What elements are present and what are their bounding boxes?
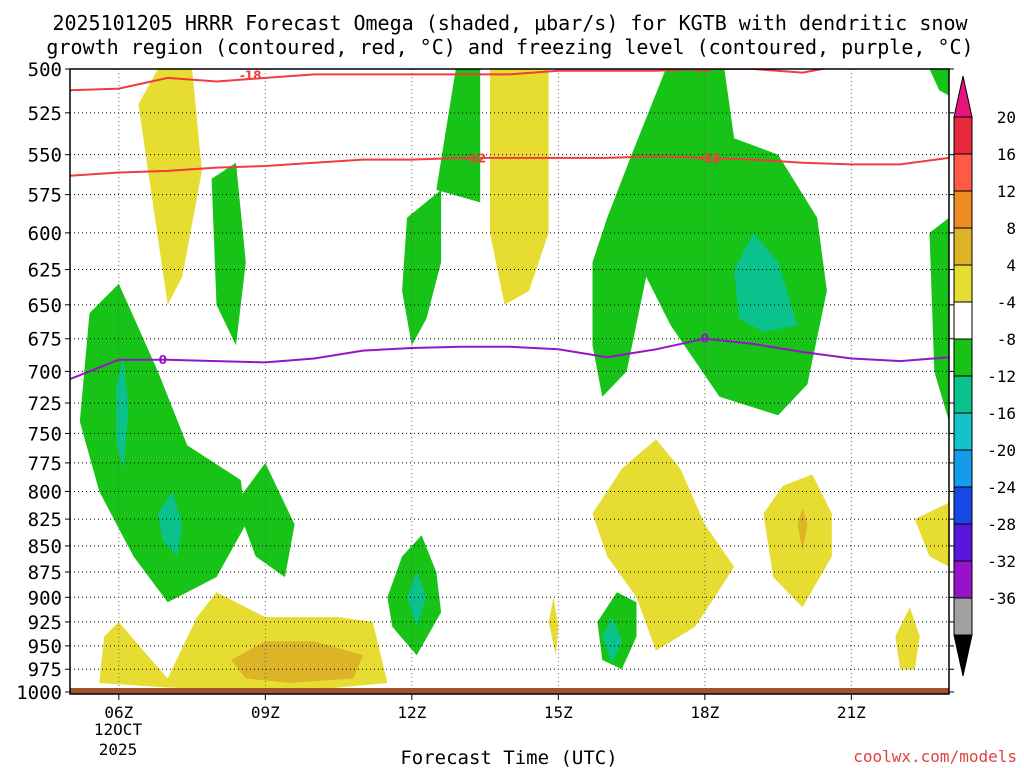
y-tick-label-675: 675: [28, 329, 62, 351]
y-tick-label-725: 725: [28, 393, 62, 415]
plot-frame: [69, 68, 950, 695]
colorbar-label-6: -8: [997, 330, 1016, 349]
contour-freezing-level: [70, 337, 949, 381]
contour-label-freezing-level-1: 0: [701, 332, 709, 346]
colorbar-label-11: -28: [987, 515, 1016, 534]
omega-region-21: [895, 607, 920, 670]
omega-region-24: [231, 641, 363, 683]
colorbar-segment-10: [953, 486, 973, 525]
colorbar-segment-11: [953, 523, 973, 562]
y-tick-label-600: 600: [28, 223, 62, 245]
x-tick-label-12: 12Z: [397, 703, 426, 722]
colorbar-label-12: -32: [987, 552, 1016, 571]
colorbar: 20 16 12 8 4 -4 -8 -12 -16 -20 -24 -28 -32 -36: [953, 75, 1016, 677]
chart-title-line2: growth region (contoured, red, °C) and f…: [46, 35, 973, 59]
omega-region-13: [929, 217, 949, 422]
colorbar-segment-0: [953, 116, 973, 155]
contour-lines: -18 -18 -12 -12 0 0: [70, 61, 949, 381]
y-tick-label-825: 825: [28, 509, 62, 531]
y-tick-label-800: 800: [28, 481, 62, 503]
contour-dgz-18: [70, 69, 828, 92]
contour-label-dgz-12-0: -12: [464, 152, 486, 166]
dotted-grid: [70, 68, 949, 693]
omega-region-12: [734, 232, 798, 333]
contour-label-freezing-level-0: 0: [159, 353, 167, 367]
contour-dgz-12: [70, 155, 949, 177]
colorbar-label-3: 8: [1006, 219, 1016, 238]
ground-strip: [70, 688, 949, 694]
omega-region-18: [763, 474, 832, 608]
omega-region-10: [602, 617, 622, 663]
x-tick-label-9: 09Z: [251, 703, 280, 722]
omega-region-15: [138, 69, 202, 305]
colorbar-segment-13: [953, 597, 973, 636]
x-tick-label-21: 21Z: [837, 703, 866, 722]
omega-region-3: [211, 162, 246, 346]
x-axis-title: Forecast Time (UTC): [400, 747, 617, 768]
y-tick-label-900: 900: [28, 587, 62, 609]
colorbar-segment-6: [953, 338, 973, 377]
y-tick-label-775: 775: [28, 453, 62, 475]
colorbar-label-4: 4: [1006, 256, 1016, 275]
colorbar-segment-5: [953, 301, 973, 340]
colorbar-label-13: -36: [987, 589, 1016, 608]
colorbar-label-0: 20: [997, 108, 1016, 127]
omega-region-19: [797, 508, 808, 552]
omega-region-14: [929, 69, 949, 96]
y-tick-label-950: 950: [28, 636, 62, 658]
colorbar-segment-1: [953, 153, 973, 192]
omega-region-20: [914, 502, 949, 567]
y-tick-label-875: 875: [28, 562, 62, 584]
x-tick-label-6: 06Z: [104, 703, 133, 722]
omega-region-5: [402, 189, 442, 346]
colorbar-bottom-arrow: [953, 634, 973, 677]
colorbar-segment-12: [953, 560, 973, 599]
x-tick-label-15: 15Z: [544, 703, 573, 722]
y-tick-label-925: 925: [28, 612, 62, 634]
omega-region-0: [79, 283, 246, 603]
x-axis-ticks: 06Z 09Z 12Z 15Z 18Z 21Z: [104, 694, 866, 722]
omega-region-6: [436, 69, 481, 203]
colorbar-segment-7: [953, 375, 973, 414]
omega-shaded-regions: [79, 69, 949, 690]
colorbar-label-9: -20: [987, 441, 1016, 460]
contour-label-dgz-18-1: -18: [689, 61, 711, 75]
y-tick-label-500: 500: [28, 59, 62, 81]
contour-label-dgz-12-1: -12: [699, 152, 721, 166]
y-tick-label-625: 625: [28, 260, 62, 282]
y-tick-label-750: 750: [28, 423, 62, 445]
y-axis-ticks: 500 525 550 575 600 625 650 675 700 725 750 775 800 8…: [16, 59, 954, 704]
colorbar-label-1: 16: [997, 145, 1016, 164]
contour-label-dgz-18-0: -18: [240, 68, 262, 82]
x-tick-label-18: 18Z: [690, 703, 719, 722]
y-tick-label-550: 550: [28, 145, 62, 167]
omega-region-1: [116, 358, 129, 469]
colorbar-segment-3: [953, 227, 973, 266]
watermark: coolwx.com/models: [853, 747, 1017, 766]
colorbar-segment-4: [953, 264, 973, 303]
colorbar-segment-8: [953, 412, 973, 451]
date-label-line1: 12OCT: [94, 720, 143, 739]
omega-region-22: [548, 597, 559, 656]
colorbar-segment-9: [953, 449, 973, 488]
colorbar-label-2: 12: [997, 182, 1016, 201]
date-label-line2: 2025: [99, 740, 138, 759]
omega-region-16: [490, 69, 549, 305]
colorbar-label-8: -16: [987, 404, 1016, 423]
y-tick-label-850: 850: [28, 536, 62, 558]
y-tick-label-575: 575: [28, 185, 62, 207]
chart-title-line1: 2025101205 HRRR Forecast Omega (shaded, …: [52, 11, 968, 35]
y-tick-label-700: 700: [28, 361, 62, 383]
colorbar-label-5: -4: [997, 293, 1016, 312]
y-tick-label-650: 650: [28, 295, 62, 317]
y-tick-label-975: 975: [28, 659, 62, 681]
omega-region-2: [157, 491, 183, 557]
y-tick-label-1000: 1000: [16, 682, 62, 704]
colorbar-label-7: -12: [987, 367, 1016, 386]
colorbar-segment-2: [953, 190, 973, 229]
y-tick-label-525: 525: [28, 103, 62, 125]
colorbar-label-10: -24: [987, 478, 1016, 497]
